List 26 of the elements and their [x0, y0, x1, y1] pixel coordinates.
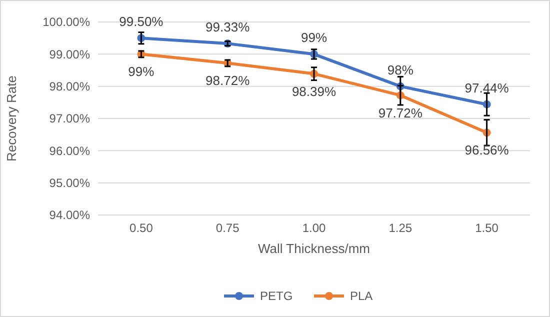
y-tick-label: 99.00% — [49, 47, 90, 62]
y-tick-label: 94.00% — [49, 208, 90, 222]
y-tick-label: 97.00% — [49, 112, 90, 126]
x-tick-label: 1.00 — [302, 221, 326, 235]
data-label: 99% — [300, 30, 328, 46]
y-tick-label: 95.00% — [49, 176, 90, 190]
y-tick-label: 98.00% — [49, 80, 90, 94]
y-tick-label: 96.00% — [49, 144, 90, 158]
data-label: 97.44% — [464, 80, 510, 96]
x-tick-label: 0.75 — [216, 221, 240, 235]
x-tick-label: 0.50 — [130, 221, 154, 235]
y-tick-label: 100.00% — [42, 15, 90, 30]
data-label: 98.72% — [206, 73, 250, 88]
data-label: 98.39% — [292, 84, 336, 99]
x-tick-label: 1.50 — [475, 221, 499, 235]
legend-label: PETG — [260, 289, 293, 304]
data-label: 96.56% — [464, 142, 510, 158]
x-tick-label: 1.25 — [388, 221, 412, 235]
data-label: 98% — [387, 62, 414, 78]
data-label: 99.33% — [206, 20, 250, 35]
legend-label: PLA — [350, 289, 373, 304]
data-label: 97.72% — [378, 105, 423, 120]
x-axis-title: Wall Thickness/mm — [258, 241, 370, 256]
y-axis-title: Recovery Rate — [4, 76, 19, 162]
data-label: 99% — [128, 64, 155, 80]
data-label: 99.50% — [119, 14, 164, 30]
